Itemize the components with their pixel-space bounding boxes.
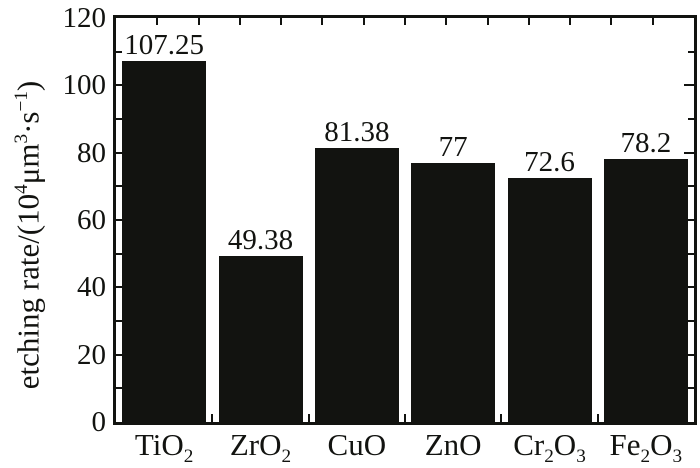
subscript: 2 [544, 446, 554, 468]
bar-value-label: 77 [438, 130, 468, 163]
x-bottom-boundary-tick [211, 414, 214, 422]
x-top-minor-tick [197, 18, 200, 25]
text-segment: Cr [513, 427, 545, 462]
y-minor-tick-left [116, 252, 122, 255]
text-segment: Fe [609, 427, 641, 462]
bar-value-label: 107.25 [124, 28, 205, 61]
x-top-minor-tick [569, 18, 572, 25]
y-major-tick-left [116, 219, 126, 221]
y-minor-tick-right [688, 118, 694, 120]
bar-value-label: 49.38 [227, 223, 294, 256]
y-major-tick-left [116, 151, 126, 154]
y-minor-tick-right [688, 252, 694, 255]
bar-Cr₂O₃ [507, 177, 592, 422]
y-major-tick-left [116, 84, 126, 87]
x-top-minor-tick [651, 18, 654, 25]
y-tick-label: 120 [62, 2, 107, 34]
x-tick-label-CuO: CuO [299, 429, 415, 460]
x-top-minor-tick [280, 18, 283, 25]
x-top-minor-tick [238, 18, 241, 25]
superscript: 4 [11, 184, 33, 194]
y-minor-tick-right [688, 387, 694, 390]
x-top-minor-tick [321, 18, 324, 25]
y-tick-label: 20 [77, 338, 106, 371]
x-tick-label-TiO₂: TiO2 [106, 427, 222, 466]
bar-value-label: 72.6 [524, 145, 575, 178]
y-minor-tick-right [688, 50, 694, 53]
y-major-tick-left [116, 286, 126, 289]
x-tick-label-ZnO: ZnO [395, 429, 511, 460]
x-top-minor-tick [486, 18, 489, 25]
bar-value-label: 78.2 [620, 126, 672, 159]
y-tick-label: 0 [91, 406, 107, 438]
y-minor-tick-left [116, 50, 122, 53]
x-top-minor-tick [445, 18, 448, 25]
plot-area: 107.25 49.38 81.38 77 72.6 78.2 [113, 15, 697, 425]
y-tick-label: 80 [77, 136, 106, 169]
bar-TiO₂ [122, 60, 207, 422]
x-top-minor-tick [404, 18, 406, 25]
subscript: 2 [640, 446, 651, 468]
subscript: 2 [281, 446, 292, 468]
text-segment: ZrO [229, 427, 282, 462]
text-segment: ZnO [424, 427, 482, 462]
x-tick-label-Cr₂O₃: Cr2O3 [491, 427, 607, 466]
bar-ZrO₂ [218, 255, 303, 422]
subscript: 3 [672, 446, 683, 468]
x-tick-label-ZrO₂: ZrO2 [202, 427, 318, 466]
subscript: 3 [576, 446, 586, 468]
y-minor-tick-left [116, 118, 122, 120]
subscript: 2 [183, 446, 194, 468]
x-bottom-boundary-tick [500, 414, 503, 422]
bar-value-label: 81.38 [324, 116, 390, 149]
x-bottom-boundary-tick [307, 414, 310, 422]
y-tick-label: 40 [77, 271, 106, 304]
y-major-tick-right [684, 286, 694, 289]
bar-ZnO [411, 162, 496, 422]
y-minor-tick-left [116, 387, 122, 390]
x-top-minor-tick [527, 18, 530, 25]
y-minor-tick-left [116, 185, 122, 188]
text-segment: O [650, 427, 673, 462]
y-minor-tick-left [116, 320, 122, 322]
x-top-minor-tick [156, 18, 159, 25]
x-top-minor-tick [362, 18, 365, 25]
y-major-tick-right [684, 219, 694, 221]
y-major-tick-right [684, 84, 694, 87]
x-bottom-boundary-tick [404, 414, 406, 422]
y-minor-tick-right [688, 320, 694, 322]
bar-Fe₂O₃ [603, 158, 688, 422]
y-minor-tick-right [688, 185, 694, 188]
y-tick-label: 100 [62, 69, 107, 102]
x-bottom-boundary-tick [596, 414, 599, 422]
bar-CuO [314, 148, 399, 422]
text-segment: CuO [327, 427, 387, 462]
y-major-tick-left [116, 353, 126, 356]
x-tick-label-Fe₂O₃: Fe2O3 [588, 427, 700, 466]
y-tick-label: 60 [77, 204, 106, 236]
x-top-minor-tick [610, 18, 613, 25]
text-segment: ·s [10, 111, 46, 134]
text-segment: O [553, 427, 577, 462]
text-segment: TiO [134, 427, 184, 462]
y-major-tick-right [684, 353, 694, 356]
y-major-tick-right [684, 151, 694, 154]
